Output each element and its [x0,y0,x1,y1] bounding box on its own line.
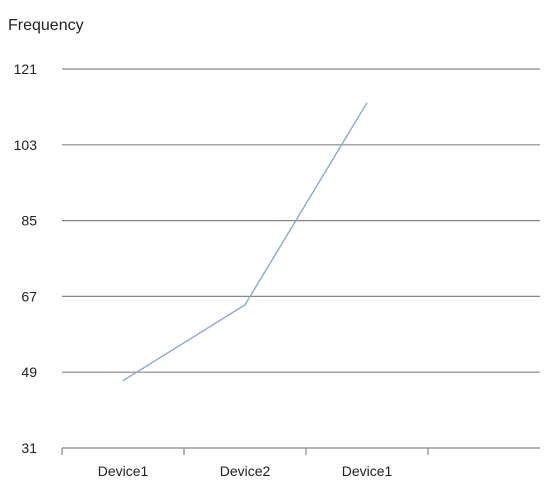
series-line [122,102,368,382]
y-tick-label: 85 [21,213,37,229]
y-tick-labels: 31 49 67 85 103 121 [14,61,38,456]
x-tick-label: Device1 [98,463,149,479]
y-tick-label: 31 [21,440,37,456]
x-tick-label: Device1 [342,463,393,479]
y-tick-label: 67 [21,288,37,304]
series-lines [122,102,368,382]
y-tick-label: 103 [14,137,38,153]
gridlines [62,68,540,449]
y-tick-label: 121 [14,61,38,77]
y-tick-label: 49 [21,364,37,380]
x-tick-label: Device2 [220,463,271,479]
y-axis-title: Frequency [8,17,84,34]
x-axis: Device1 Device2 Device1 [61,448,429,479]
